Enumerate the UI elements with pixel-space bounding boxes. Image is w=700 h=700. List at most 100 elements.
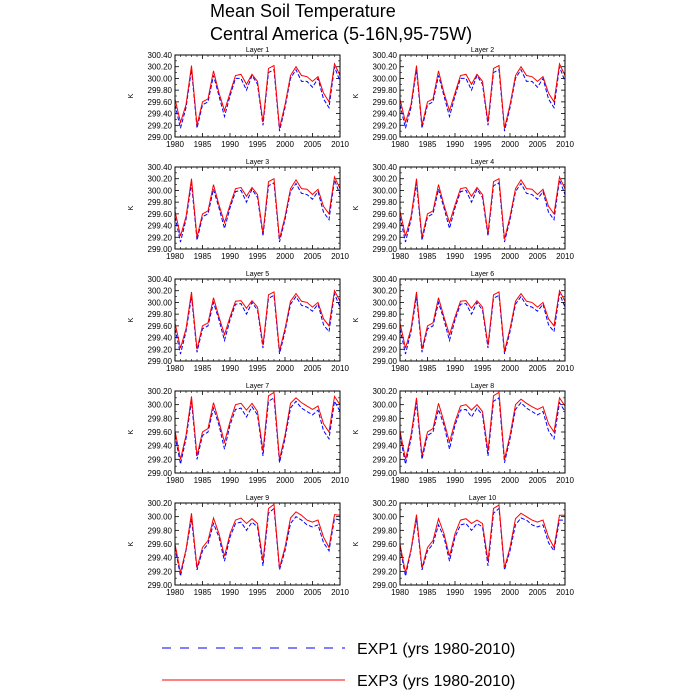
x-tick-label: 1985 — [419, 588, 437, 597]
y-tick-label: 300.20 — [373, 175, 398, 184]
series-line-exp1 — [174, 179, 341, 243]
y-tick-label: 299.60 — [148, 322, 173, 331]
y-tick-label: 299.40 — [148, 334, 173, 343]
x-tick-label: 1990 — [446, 252, 464, 261]
x-tick-label: 1995 — [249, 252, 267, 261]
plot-frame — [399, 390, 566, 474]
y-tick-label: 299.80 — [148, 526, 173, 535]
x-tick-label: 2005 — [529, 588, 547, 597]
panel-grid: Layer 1 299.00 299.20 299.40 299.60 299.80 300… — [128, 47, 574, 597]
y-tick-label: 299.40 — [148, 554, 173, 563]
panel-title: Layer 7 — [246, 383, 269, 390]
x-tick-label: 1985 — [419, 476, 437, 485]
x-tick-label: 2000 — [276, 476, 294, 485]
y-tick-label: 299.20 — [373, 233, 398, 242]
x-tick-label: 1990 — [446, 140, 464, 149]
x-tick-label: 2005 — [529, 364, 547, 373]
y-tick-label: 299.00 — [373, 357, 398, 366]
panel-title: Layer 9 — [246, 495, 269, 502]
x-tick-label: 1985 — [194, 588, 212, 597]
y-axis-label: K — [128, 317, 135, 322]
series-line-exp1 — [399, 291, 566, 355]
y-tick-label: 299.40 — [148, 110, 173, 119]
panel-title: Layer 6 — [471, 271, 494, 278]
y-axis-label: K — [128, 205, 135, 210]
y-tick-label: 300.20 — [373, 387, 398, 396]
y-tick-label: 300.40 — [148, 163, 173, 172]
x-tick-label: 2000 — [501, 140, 519, 149]
plot-frame — [174, 390, 341, 474]
panel-title: Layer 3 — [246, 159, 269, 166]
y-tick-label: 299.60 — [148, 210, 173, 219]
y-tick-label: 299.40 — [148, 222, 173, 231]
panel-title: Layer 1 — [246, 47, 269, 54]
x-tick-label: 2010 — [556, 252, 574, 261]
panel-2: Layer 2 299.00 299.20 299.40 299.60 299.80 300… — [353, 47, 574, 149]
y-tick-label: 299.40 — [373, 334, 398, 343]
x-tick-label: 1990 — [446, 364, 464, 373]
x-tick-label: 2000 — [501, 476, 519, 485]
x-tick-label: 2005 — [304, 588, 322, 597]
panel-1: Layer 1 299.00 299.20 299.40 299.60 299.80 300… — [128, 47, 349, 149]
x-tick-label: 2010 — [556, 588, 574, 597]
x-tick-label: 1980 — [391, 364, 409, 373]
legend-label-exp3: EXP3 (yrs 1980-2010) — [357, 673, 515, 690]
y-tick-label: 300.00 — [148, 186, 173, 195]
y-tick-label: 299.60 — [373, 210, 398, 219]
y-tick-label: 299.80 — [373, 198, 398, 207]
legend-label-exp1: EXP1 (yrs 1980-2010) — [357, 641, 515, 658]
series-line-exp3 — [399, 391, 566, 460]
x-tick-label: 2005 — [529, 140, 547, 149]
x-tick-label: 1995 — [474, 140, 492, 149]
x-tick-label: 1980 — [166, 364, 184, 373]
panel-5: Layer 5 299.00 299.20 299.40 299.60 299.80 300… — [128, 271, 349, 373]
series-line-exp3 — [174, 175, 341, 240]
x-tick-label: 1985 — [194, 252, 212, 261]
x-tick-label: 2000 — [276, 140, 294, 149]
x-tick-label: 1985 — [194, 476, 212, 485]
series-line-exp1 — [174, 507, 341, 577]
y-tick-label: 299.80 — [373, 310, 398, 319]
x-tick-label: 1985 — [194, 140, 212, 149]
plot-frame — [174, 166, 341, 250]
panel-title: Layer 5 — [246, 271, 269, 278]
x-tick-label: 1980 — [166, 588, 184, 597]
x-tick-label: 1995 — [249, 476, 267, 485]
y-tick-label: 299.40 — [373, 442, 398, 451]
y-tick-label: 299.60 — [373, 428, 398, 437]
plot-frame — [399, 502, 566, 586]
series-line-exp3 — [399, 504, 565, 573]
y-tick-label: 299.00 — [373, 581, 398, 590]
y-tick-label: 299.60 — [148, 540, 173, 549]
y-tick-label: 299.00 — [373, 133, 398, 142]
x-tick-label: 2005 — [529, 476, 547, 485]
y-tick-label: 299.80 — [148, 310, 173, 319]
y-tick-label: 300.20 — [373, 63, 398, 72]
y-tick-label: 299.20 — [373, 455, 398, 464]
y-tick-label: 299.20 — [148, 345, 173, 354]
y-axis-label: K — [353, 429, 360, 434]
y-tick-label: 299.00 — [148, 581, 173, 590]
x-tick-label: 1995 — [249, 364, 267, 373]
panel-10: Layer 10 299.00 299.20 299.40 299.60 299.80 30… — [353, 495, 574, 597]
y-tick-label: 300.00 — [373, 298, 398, 307]
y-tick-label: 299.40 — [373, 110, 398, 119]
y-axis-label: K — [128, 541, 135, 546]
x-tick-label: 1990 — [221, 140, 239, 149]
x-tick-label: 2010 — [331, 364, 349, 373]
y-axis-label: K — [353, 93, 360, 98]
plot-frame — [399, 166, 566, 250]
y-tick-label: 299.00 — [373, 469, 398, 478]
x-tick-label: 1985 — [419, 140, 437, 149]
panel-title: Layer 2 — [471, 47, 494, 54]
y-tick-label: 300.20 — [148, 499, 173, 508]
x-tick-label: 1980 — [166, 476, 184, 485]
x-tick-label: 1990 — [221, 252, 239, 261]
y-tick-label: 299.00 — [148, 469, 173, 478]
panel-4: Layer 4 299.00 299.20 299.40 299.60 299.80 300… — [353, 159, 574, 261]
series-line-exp3 — [174, 391, 341, 460]
x-tick-label: 1980 — [166, 140, 184, 149]
series-line-exp1 — [399, 66, 566, 132]
series-line-exp1 — [399, 179, 566, 243]
